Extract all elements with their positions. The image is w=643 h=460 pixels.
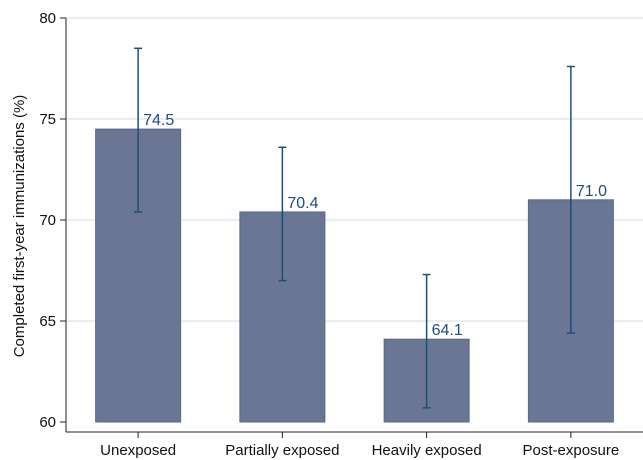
value-label: 74.5 (143, 112, 174, 129)
x-tick-label: Post-exposure (523, 442, 620, 459)
axes: 60 65 70 75 80 Unexposed Partially exposed Heav… (39, 10, 643, 459)
value-label: 64.1 (432, 322, 463, 339)
y-tick-label: 65 (39, 313, 56, 330)
error-bar (134, 47, 143, 213)
x-tick-label: Heavily exposed (372, 442, 482, 459)
y-tick-label: 75 (39, 111, 56, 128)
error-bar (278, 146, 287, 282)
y-tick-label: 60 (39, 414, 56, 431)
error-bars (134, 47, 575, 409)
y-tick-label: 70 (39, 212, 56, 229)
y-tick-label: 80 (39, 10, 56, 27)
value-labels: 74.5 70.4 64.1 71.0 (143, 112, 607, 339)
x-tick-label: Partially exposed (225, 442, 339, 459)
value-label: 71.0 (576, 183, 607, 200)
bars (95, 128, 614, 423)
y-axis-title: Completed first-year immunizations (%) (11, 95, 28, 358)
error-bar (566, 65, 575, 334)
error-bar (422, 273, 431, 409)
x-tick-label: Unexposed (100, 442, 176, 459)
value-label: 70.4 (287, 195, 318, 212)
